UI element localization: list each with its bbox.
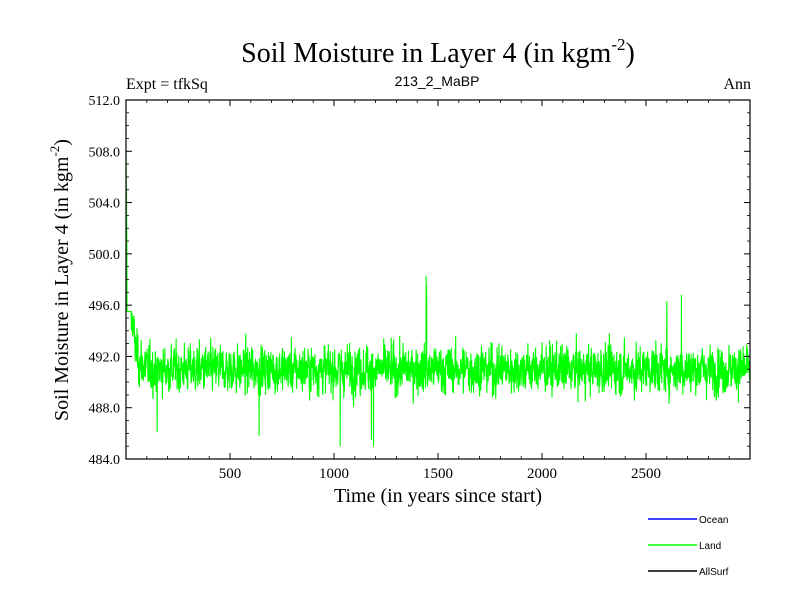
y-tick-label: 496.0 (89, 299, 121, 314)
legend-label-land: Land (699, 541, 721, 552)
subtitle-experiment: Expt = tfkSq (126, 76, 208, 93)
y-tick-label: 512.0 (89, 94, 121, 109)
x-tick-label: 2000 (527, 466, 557, 482)
plot-frame (125, 99, 751, 460)
legend: Ocean Land AllSurf (648, 515, 729, 578)
y-tick-label: 484.0 (89, 453, 121, 468)
x-tick-label: 1500 (423, 466, 453, 482)
series-line-land (126, 148, 750, 447)
y-tick-label: 508.0 (89, 145, 121, 160)
y-tick-label: 500.0 (89, 248, 121, 263)
chart-title: Soil Moisture in Layer 4 (in kgm-2) (241, 35, 635, 69)
legend-label-allsurf: AllSurf (699, 567, 729, 578)
legend-label-ocean: Ocean (699, 515, 728, 526)
y-tick-label: 492.0 (89, 350, 121, 365)
plot-area (126, 148, 750, 447)
y-tick-label: 504.0 (89, 197, 121, 212)
subtitle-period: Ann (723, 76, 751, 93)
y-axis-label: Soil Moisture in Layer 4 (in kgm-2) (47, 139, 73, 421)
subtitle-run-id: 213_2_MaBP (395, 73, 480, 89)
x-tick-label: 2500 (631, 466, 661, 482)
y-axis: 484.0 488.0 492.0 496.0 500.0 504.0 508.0 512.0 (89, 94, 750, 468)
x-axis-label: Time (in years since start) (334, 485, 542, 507)
x-axis: 500 1000 1500 2000 2500 (146, 100, 730, 482)
x-tick-label: 1000 (319, 466, 349, 482)
y-tick-label: 488.0 (89, 402, 121, 417)
x-tick-label: 500 (219, 466, 242, 482)
